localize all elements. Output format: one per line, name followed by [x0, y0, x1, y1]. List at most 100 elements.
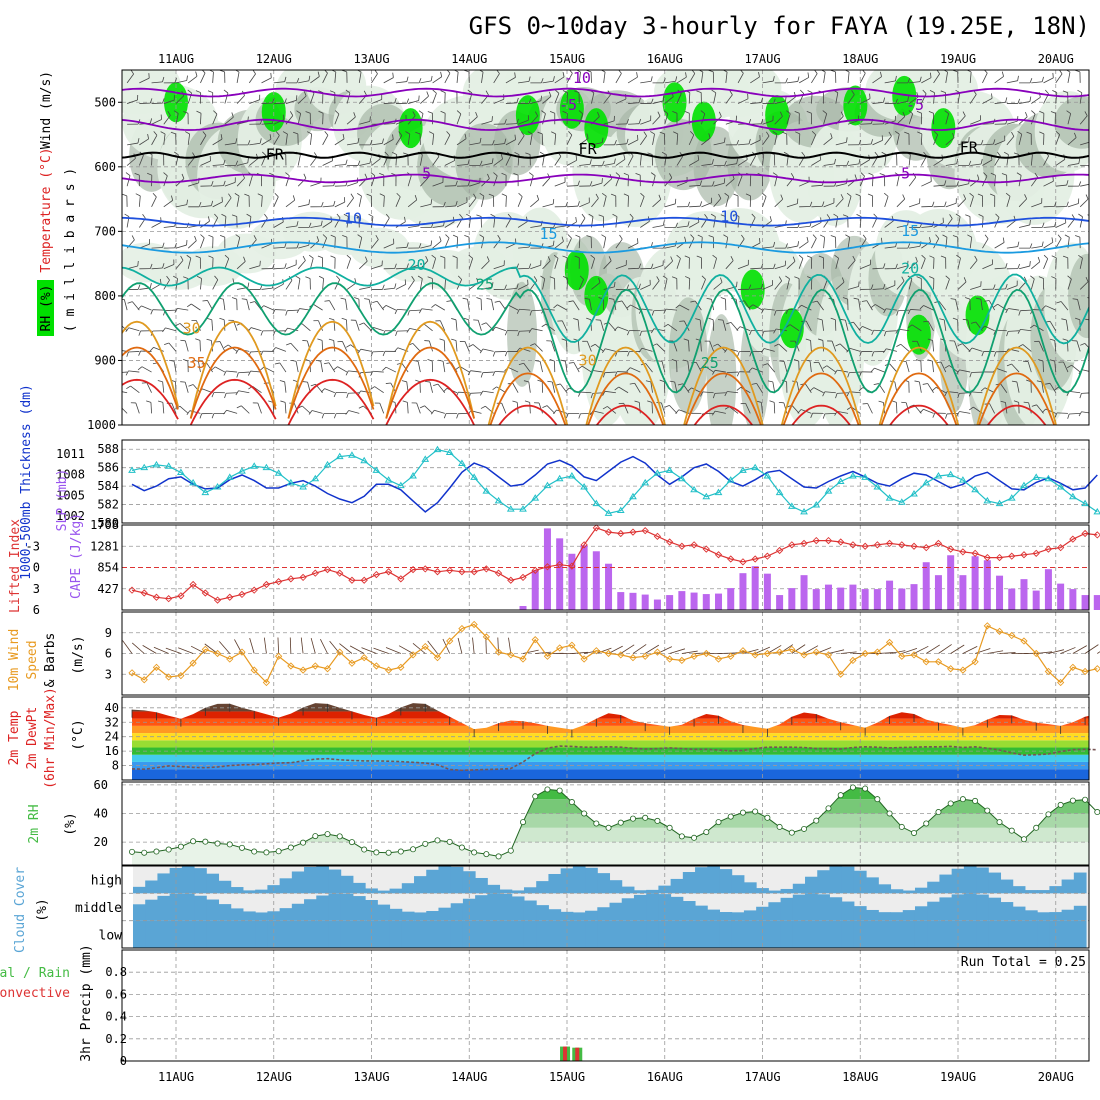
wind-barb-flag [411, 276, 415, 281]
wind-barb [737, 73, 744, 84]
cloud-high-bar [450, 866, 464, 894]
wind-barb-flag [1029, 219, 1031, 225]
wind-barb [750, 76, 760, 84]
wind-barb [839, 343, 849, 352]
cape-bar [861, 589, 869, 610]
wind-barb [529, 133, 533, 145]
wind-barb-flag [584, 297, 590, 300]
wind-barb-flag [517, 331, 520, 337]
wind-barb [554, 241, 564, 249]
wind-barb [322, 72, 328, 84]
cape-bar [605, 563, 613, 610]
wind-barb [279, 362, 287, 373]
wind-barb [306, 340, 311, 352]
wind-barb-flag [467, 89, 473, 94]
wind-barb [725, 237, 729, 249]
wind-barb-flag [783, 151, 789, 155]
wind-barb [298, 80, 310, 84]
rh-marker [385, 849, 392, 856]
lifted-index-marker [971, 549, 979, 557]
wind-barb-flag [846, 391, 850, 397]
thickness-tick-label: 586 [97, 461, 119, 475]
cloud-middle-bar [963, 893, 977, 921]
rh-marker [458, 844, 465, 851]
panel-frame [121, 439, 1090, 524]
cape-bar [727, 588, 735, 610]
wind-barb-10m [535, 651, 552, 654]
wind-barb [1069, 412, 1081, 415]
wind-barb-flag [990, 172, 996, 176]
wind-barb [650, 381, 653, 393]
wind-barb-flag [617, 300, 623, 303]
wind-barb [578, 279, 584, 290]
cloud-low-bar [365, 920, 378, 948]
wind-barb [932, 361, 934, 373]
wind-barb-flag [1095, 90, 1098, 94]
wind-barb-flag [430, 409, 435, 415]
wind-barb-flag [963, 194, 967, 200]
wind-barb-flag [1013, 152, 1019, 155]
wind-barb-flag [749, 330, 752, 336]
wind-barb-flag [801, 151, 806, 157]
cloud-low-bar [157, 920, 171, 948]
cape-bar [763, 573, 771, 610]
wind-barb-flag [1089, 235, 1093, 237]
wind-barb [443, 340, 446, 352]
wind-barb [434, 409, 445, 414]
wind-speed-marker [1081, 667, 1089, 676]
contour-label: 30 [183, 319, 201, 337]
wind-barb-flag [162, 242, 165, 248]
wind-barb [860, 264, 871, 270]
rh-marker [141, 849, 148, 856]
wind-barb-flag [486, 256, 490, 262]
wind-barb-flag [446, 300, 452, 302]
cloud-low-bar [890, 920, 904, 948]
wind-barb [1080, 183, 1089, 187]
wind-barb [360, 371, 372, 374]
wind-barb [640, 284, 651, 290]
wind-barb-flag [822, 110, 827, 114]
cloud-high-bar [609, 880, 623, 894]
wind-barb [783, 402, 788, 414]
wind-barb-flag [491, 282, 494, 288]
slp-marker [775, 488, 784, 496]
wind-barb-flag [1067, 275, 1072, 280]
wind-barb-flag [1000, 400, 1006, 403]
wind-barb [346, 182, 358, 187]
slp-marker [238, 467, 246, 474]
wind-barb [212, 279, 219, 290]
wind-barb [813, 387, 824, 394]
wind-barb-flag [370, 371, 374, 376]
wind-barb-flag [1066, 180, 1069, 186]
wind-barb-flag [122, 193, 127, 197]
rh-marker [984, 807, 991, 814]
wind-barb-flag [528, 172, 534, 176]
wind-barb [603, 163, 615, 166]
wind-barb-flag [537, 131, 543, 135]
cape-bar [837, 587, 845, 610]
wind-barb-flag [748, 118, 752, 124]
wind-barb [1092, 120, 1100, 124]
wind-barb [298, 204, 310, 208]
wind-barb-flag [235, 349, 239, 354]
cloud-high-bar [242, 890, 256, 894]
cloud-high-bar [890, 889, 904, 894]
wind-barb-flag [687, 387, 692, 392]
wind-barb [617, 326, 629, 332]
wind-barb [175, 80, 187, 84]
wind-barb-flag [819, 234, 825, 238]
wind-barb-flag [806, 255, 812, 259]
wind-barb [908, 154, 911, 166]
wind-barb-flag [492, 351, 496, 357]
cloud-middle-bar [780, 897, 794, 921]
wind-barb [249, 265, 260, 270]
wind-barb [615, 143, 627, 146]
wind-barb-flag [785, 243, 788, 249]
wind-barb-flag [634, 400, 640, 403]
wind-barb-flag [1017, 241, 1020, 247]
low-level-isotherm [385, 346, 475, 419]
low-level-isotherm [585, 346, 666, 425]
wind-barb [749, 155, 756, 166]
wind-barb [505, 77, 516, 84]
cape-bar [617, 592, 625, 610]
